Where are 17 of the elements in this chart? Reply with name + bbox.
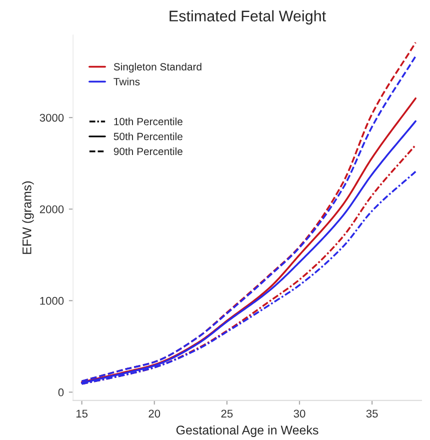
annotation: 10th Percentile: [114, 118, 182, 126]
y-tick-label: 0: [58, 388, 64, 396]
x-tick-label: 15: [76, 410, 88, 418]
annotation: 90th Percentile: [114, 147, 182, 156]
x-tick-label: 25: [221, 410, 233, 418]
x-axis-title: Gestational Age in Weeks: [176, 425, 318, 437]
y-tick-label: 2000: [40, 205, 64, 214]
legend-label: Singleton Standard: [114, 62, 202, 73]
x-tick-label: 30: [294, 410, 306, 418]
legend-label: Twins: [114, 78, 140, 86]
x-tick-label: 35: [366, 410, 378, 418]
y-tick-label: 1000: [40, 296, 64, 305]
y-axis-title: EFW (grams): [22, 181, 34, 254]
x-tick-label: 20: [148, 410, 160, 418]
annotation: 50th Percentile: [114, 132, 182, 140]
y-tick-label: 3000: [40, 114, 64, 122]
chart-title: Estimated Fetal Weight: [170, 10, 326, 24]
